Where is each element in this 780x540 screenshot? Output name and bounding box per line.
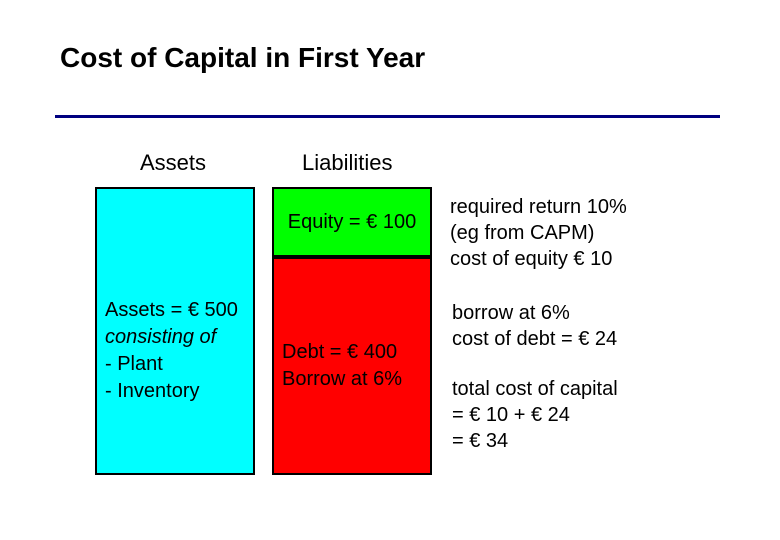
equity-note-line3: cost of equity € 10 <box>450 246 627 272</box>
debt-line2: Borrow at 6% <box>282 366 422 393</box>
debt-box: Debt = € 400 Borrow at 6% <box>272 257 432 475</box>
assets-line3: - Plant <box>105 351 245 378</box>
page-title: Cost of Capital in First Year <box>60 42 425 74</box>
debt-note-line1: borrow at 6% <box>452 300 617 326</box>
title-underline <box>55 115 720 118</box>
equity-note-line1: required return 10% <box>450 194 627 220</box>
equity-box: Equity = € 100 <box>272 187 432 257</box>
total-note-line2: = € 10 + € 24 <box>452 402 618 428</box>
assets-line2: consisting of <box>105 324 245 351</box>
equity-label: Equity = € 100 <box>288 211 416 234</box>
assets-box: Assets = € 500 consisting of - Plant - I… <box>95 187 255 475</box>
equity-note-line2: (eg from CAPM) <box>450 220 627 246</box>
debt-note: borrow at 6% cost of debt = € 24 <box>452 300 617 352</box>
liabilities-header: Liabilities <box>302 150 393 176</box>
debt-note-line2: cost of debt = € 24 <box>452 326 617 352</box>
assets-line4: - Inventory <box>105 378 245 405</box>
total-note-line1: total cost of capital <box>452 376 618 402</box>
equity-note: required return 10% (eg from CAPM) cost … <box>450 194 627 272</box>
assets-header: Assets <box>140 150 206 176</box>
debt-line1: Debt = € 400 <box>282 339 422 366</box>
total-note: total cost of capital = € 10 + € 24 = € … <box>452 376 618 454</box>
total-note-line3: = € 34 <box>452 428 618 454</box>
assets-line1: Assets = € 500 <box>105 297 245 324</box>
